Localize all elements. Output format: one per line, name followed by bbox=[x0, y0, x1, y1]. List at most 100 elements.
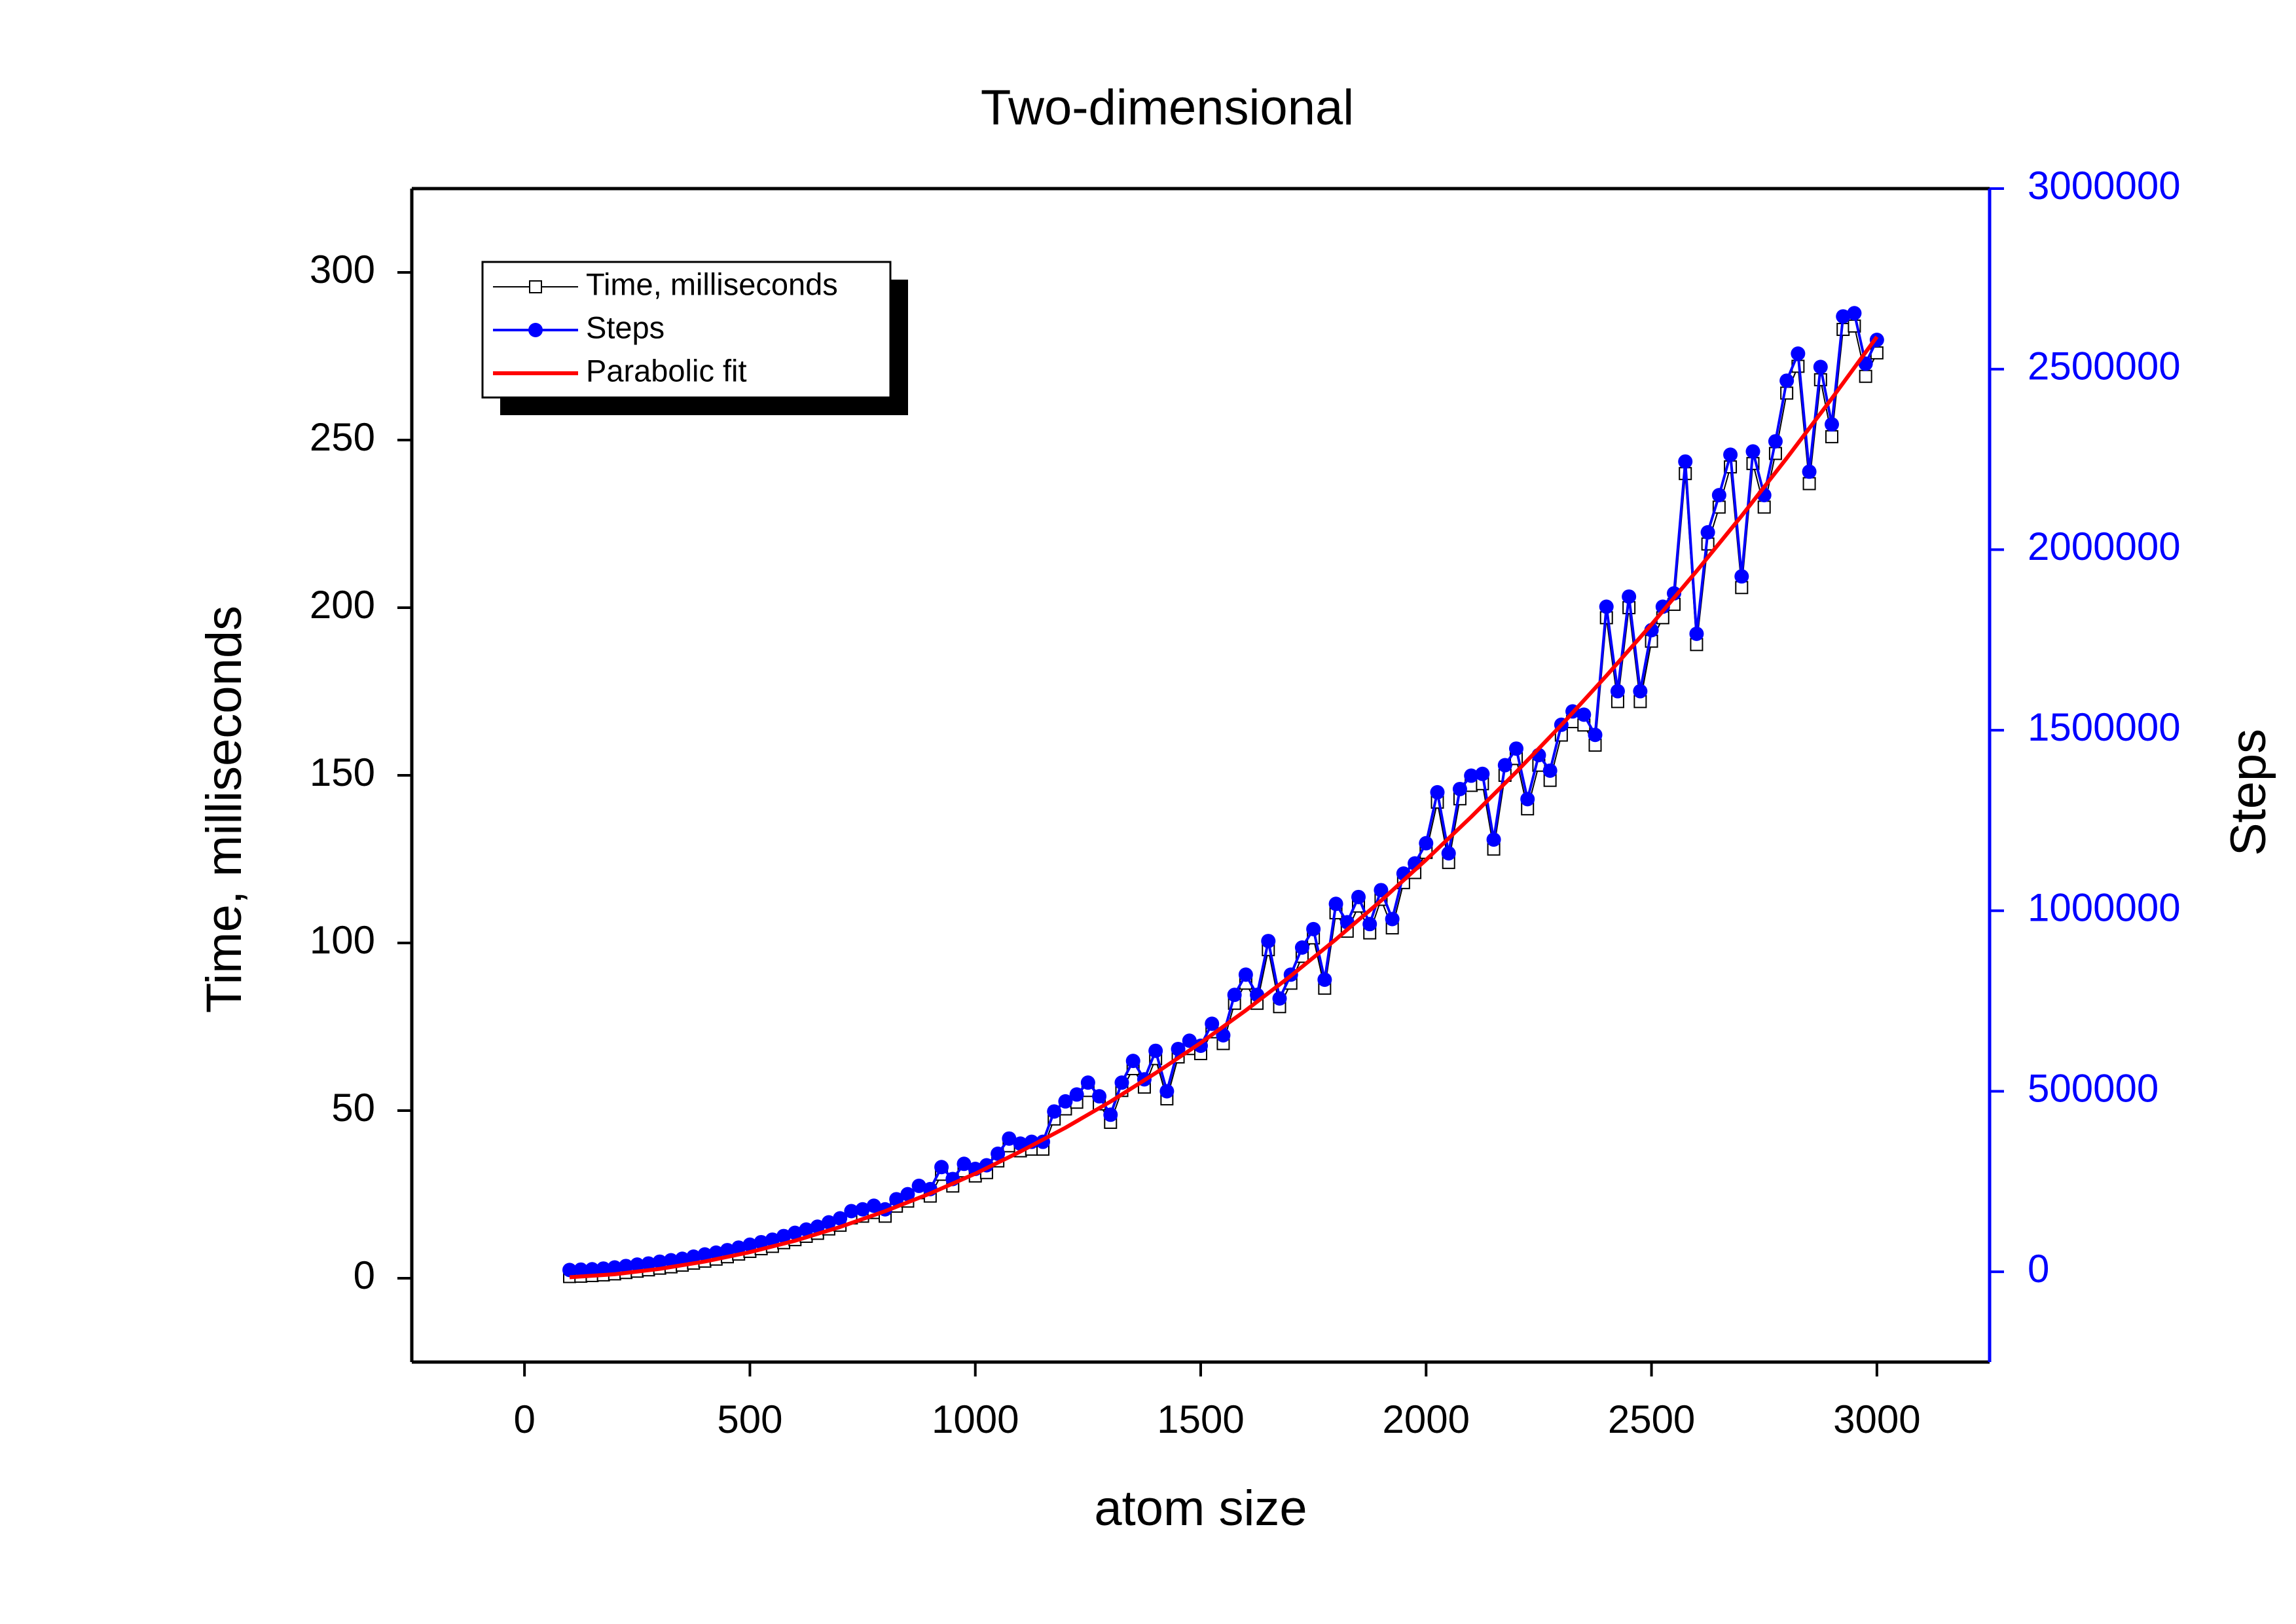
circle-marker bbox=[1711, 488, 1726, 503]
y2-axis-label: Steps bbox=[2221, 729, 2276, 856]
circle-marker bbox=[1497, 758, 1512, 773]
circle-marker bbox=[1216, 1027, 1231, 1043]
circle-marker bbox=[1238, 967, 1253, 982]
circle-marker bbox=[1272, 991, 1287, 1006]
circle-marker bbox=[1125, 1054, 1140, 1069]
circle-marker bbox=[1159, 1084, 1175, 1099]
circle-marker bbox=[911, 1178, 926, 1193]
circle-marker bbox=[1114, 1075, 1129, 1090]
circle-marker bbox=[1723, 447, 1738, 462]
legend-label: Parabolic fit bbox=[586, 353, 747, 388]
square-marker bbox=[1802, 477, 1816, 490]
circle-marker bbox=[708, 1245, 723, 1260]
circle-marker bbox=[1362, 917, 1377, 932]
circle-marker bbox=[866, 1198, 881, 1213]
y-axis-label: Time, milliseconds bbox=[196, 606, 252, 1013]
y-tick-label: 100 bbox=[310, 918, 375, 962]
circle-marker bbox=[833, 1211, 848, 1226]
x-axis-label: atom size bbox=[1094, 1481, 1307, 1536]
circle-marker bbox=[821, 1215, 836, 1230]
circle-marker bbox=[641, 1256, 656, 1271]
circle-marker bbox=[1802, 464, 1817, 479]
circle-marker bbox=[1836, 309, 1851, 324]
circle-marker bbox=[1047, 1104, 1062, 1119]
y2-tick-label: 1000000 bbox=[2028, 886, 2181, 930]
circle-marker bbox=[1520, 792, 1535, 807]
circle-marker bbox=[1002, 1131, 1017, 1146]
circle-marker bbox=[991, 1146, 1006, 1161]
x-tick-label: 500 bbox=[717, 1397, 782, 1441]
circle-marker bbox=[844, 1204, 859, 1219]
y2-tick-label: 500000 bbox=[2028, 1066, 2159, 1110]
circle-marker bbox=[776, 1228, 792, 1244]
x-tick-label: 1000 bbox=[932, 1397, 1019, 1441]
circle-marker bbox=[630, 1257, 645, 1272]
y2-tick-label: 2500000 bbox=[2028, 344, 2181, 388]
x-tick-label: 2000 bbox=[1383, 1397, 1470, 1441]
circle-marker bbox=[1452, 781, 1467, 796]
circle-marker bbox=[1509, 741, 1523, 756]
circle-marker bbox=[1227, 987, 1242, 1003]
circle-marker bbox=[697, 1247, 712, 1262]
circle-marker bbox=[1599, 599, 1614, 614]
circle-marker bbox=[1588, 728, 1603, 743]
circle-marker bbox=[652, 1254, 667, 1269]
circle-marker bbox=[1148, 1043, 1163, 1058]
circle-marker bbox=[1013, 1136, 1028, 1151]
circle-marker bbox=[1633, 684, 1648, 699]
circle-marker bbox=[1475, 766, 1490, 781]
circle-marker bbox=[1103, 1107, 1118, 1122]
circle-marker bbox=[1328, 896, 1343, 912]
circle-marker bbox=[765, 1232, 780, 1247]
circle-marker bbox=[1374, 883, 1389, 898]
circle-marker bbox=[585, 1262, 600, 1277]
y-tick-label: 250 bbox=[310, 415, 375, 459]
circle-marker bbox=[1486, 832, 1501, 847]
circle-marker bbox=[1791, 346, 1806, 361]
circle-marker bbox=[1294, 940, 1309, 955]
series-line bbox=[569, 335, 1879, 1280]
y-tick-label: 0 bbox=[354, 1253, 375, 1297]
circle-marker bbox=[855, 1202, 870, 1217]
circle-marker bbox=[889, 1192, 904, 1207]
y-tick-label: 50 bbox=[331, 1086, 375, 1130]
circle-marker bbox=[619, 1259, 634, 1274]
x-tick-label: 2500 bbox=[1608, 1397, 1695, 1441]
circle-marker bbox=[1542, 763, 1558, 778]
circle-marker bbox=[574, 1262, 589, 1277]
circle-marker bbox=[1182, 1033, 1197, 1048]
circle-marker bbox=[1430, 784, 1445, 800]
circle-marker bbox=[1745, 444, 1760, 459]
circle-marker bbox=[1306, 921, 1321, 936]
circle-marker bbox=[1734, 569, 1749, 584]
y2-tick-label: 2000000 bbox=[2028, 525, 2181, 568]
circle-marker bbox=[1779, 373, 1795, 388]
circle-marker bbox=[1689, 626, 1704, 641]
x-tick-label: 3000 bbox=[1833, 1397, 1920, 1441]
circle-marker bbox=[810, 1219, 825, 1234]
y2-tick-label: 1500000 bbox=[2028, 705, 2181, 749]
circle-marker bbox=[1441, 846, 1456, 861]
circle-marker bbox=[1825, 417, 1839, 432]
circle-marker bbox=[1700, 525, 1715, 540]
legend-label: Steps bbox=[586, 310, 665, 344]
circle-marker bbox=[1610, 684, 1625, 699]
circle-marker bbox=[1419, 836, 1434, 851]
chart-title: Two-dimensional bbox=[981, 80, 1354, 136]
square-marker bbox=[1859, 369, 1872, 383]
circle-marker bbox=[754, 1234, 769, 1249]
x-tick-label: 0 bbox=[513, 1397, 535, 1441]
circle-marker bbox=[1813, 360, 1828, 375]
circle-marker bbox=[562, 1263, 577, 1278]
y-tick-label: 300 bbox=[310, 248, 375, 291]
circle-marker bbox=[1847, 306, 1862, 321]
circle-marker bbox=[1622, 589, 1637, 604]
circle-marker bbox=[1261, 934, 1276, 949]
circle-marker bbox=[1768, 434, 1783, 449]
circle-marker bbox=[1667, 586, 1681, 601]
circle-marker bbox=[1205, 1016, 1220, 1031]
circle-marker bbox=[607, 1260, 622, 1275]
circle-marker bbox=[1092, 1089, 1107, 1104]
y2-tick-label: 3000000 bbox=[2028, 164, 2181, 208]
